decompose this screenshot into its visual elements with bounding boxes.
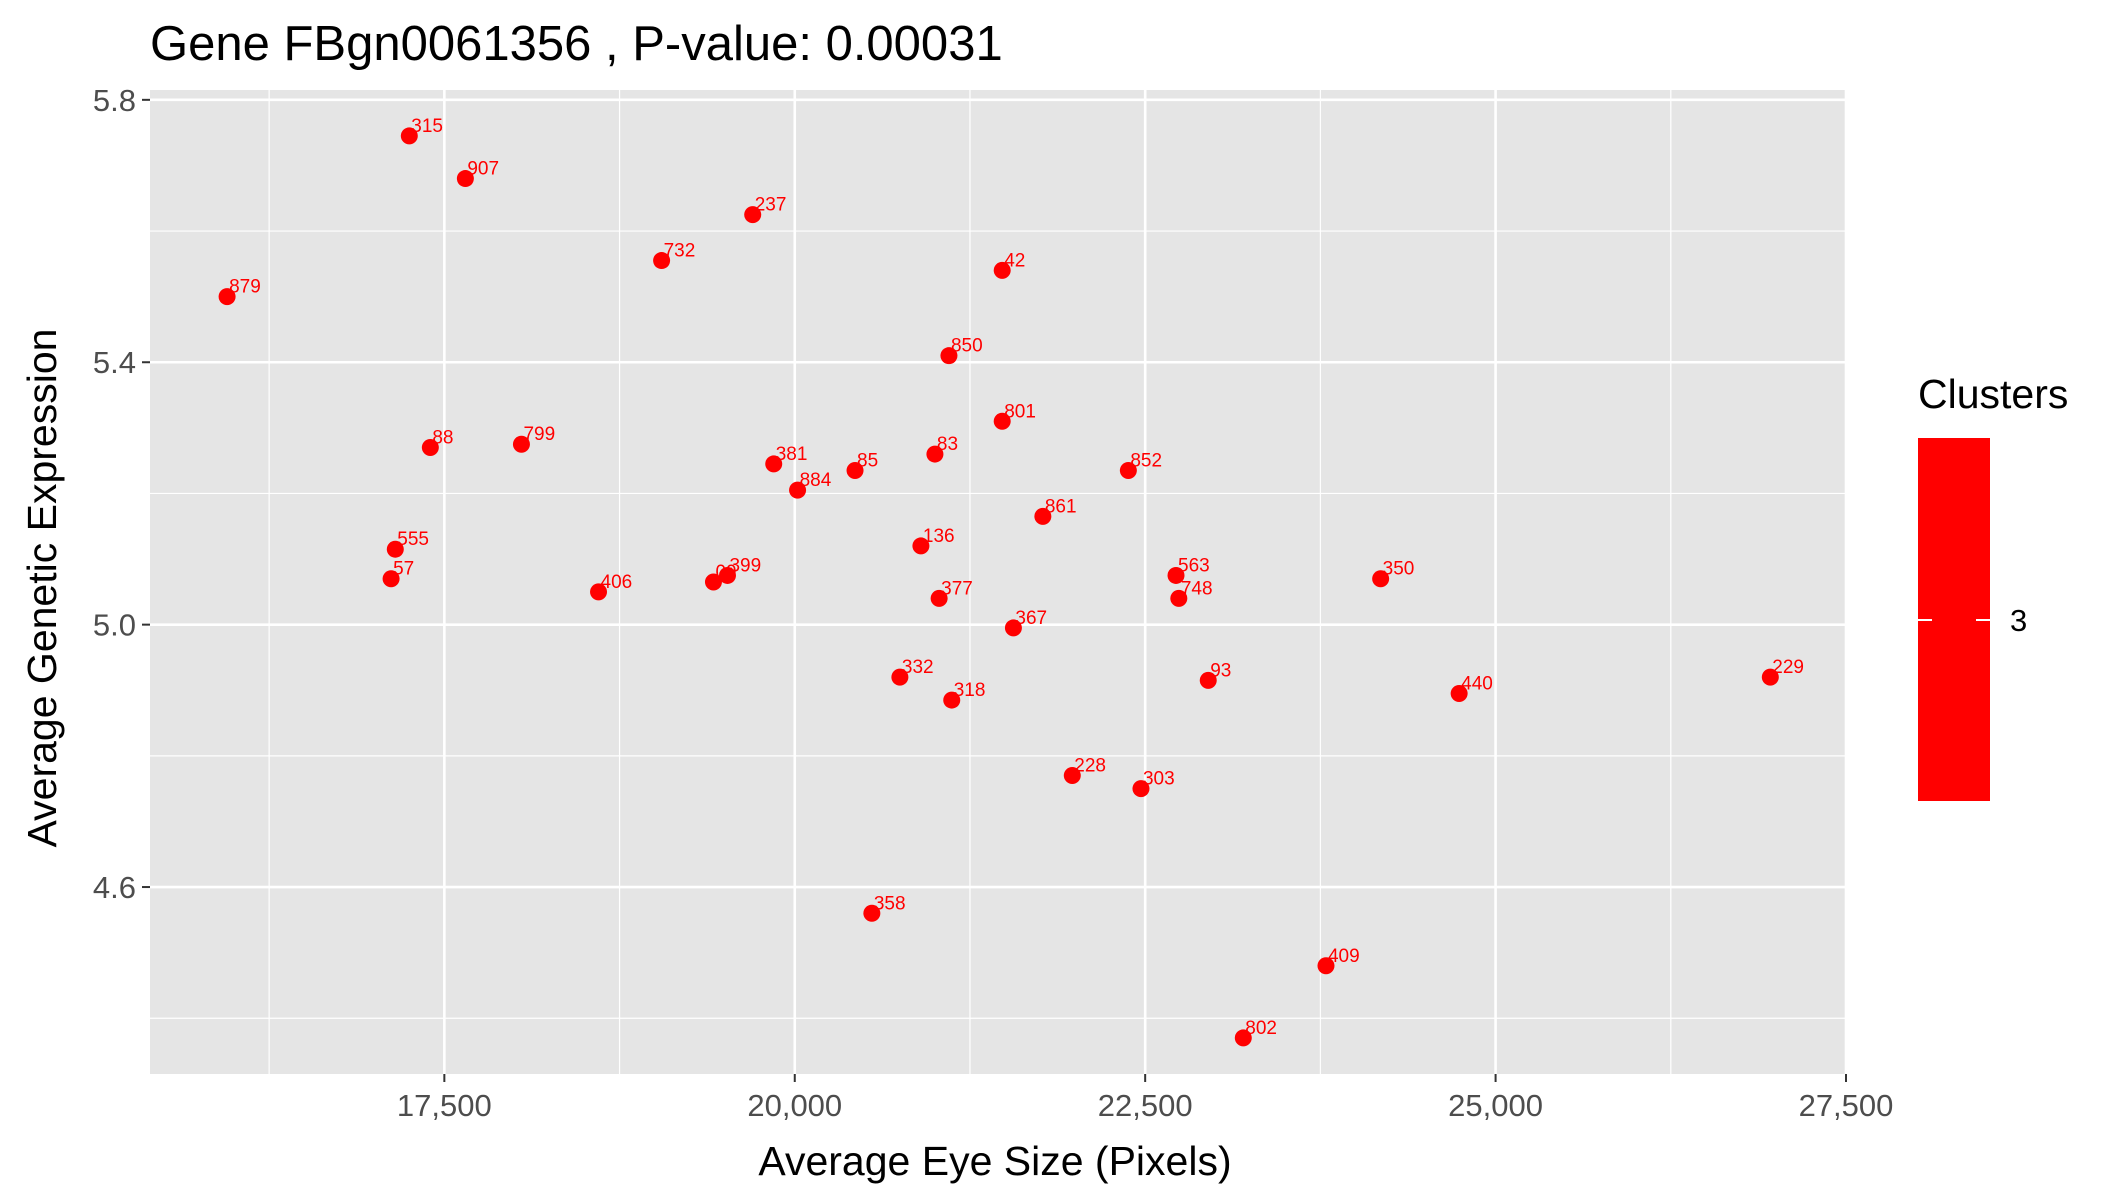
data-point — [590, 583, 608, 601]
data-point — [1004, 619, 1022, 637]
data-point-label: 367 — [1015, 608, 1047, 629]
data-point-label: 748 — [1181, 578, 1213, 599]
data-point — [891, 668, 909, 686]
data-point-label: 315 — [411, 116, 443, 137]
data-point — [718, 566, 736, 584]
data-points — [218, 127, 1779, 1047]
y-tick-label: 5.8 — [93, 83, 136, 118]
data-point-label: 802 — [1245, 1018, 1277, 1039]
data-point — [846, 461, 864, 479]
legend-label-3: 3 — [2010, 603, 2027, 638]
data-point-label: 377 — [941, 578, 973, 599]
legend-title: Clusters — [1918, 371, 2068, 417]
data-point-label: 381 — [776, 444, 808, 465]
data-point-label: 563 — [1178, 555, 1210, 576]
data-point — [512, 435, 530, 453]
data-point-label: 799 — [523, 424, 555, 445]
y-tick-label: 4.6 — [93, 870, 136, 905]
x-tick-label: 25,000 — [1448, 1088, 1543, 1123]
data-point-label: 88 — [432, 428, 453, 449]
data-point-label: 861 — [1045, 496, 1077, 517]
data-point-label: 399 — [729, 555, 761, 576]
data-point — [653, 252, 671, 270]
data-point-label: 93 — [1210, 660, 1231, 681]
data-point-label: 555 — [397, 529, 429, 550]
data-point — [1372, 570, 1390, 588]
data-point — [863, 904, 881, 922]
data-point-label: 907 — [467, 159, 499, 180]
data-point — [930, 589, 948, 607]
x-tick-label: 22,500 — [1098, 1088, 1193, 1123]
data-point — [1199, 671, 1217, 689]
data-point — [943, 691, 961, 709]
data-point-label: 83 — [937, 434, 958, 455]
data-point — [744, 206, 762, 224]
data-point — [218, 288, 236, 306]
data-point-label: 852 — [1130, 450, 1162, 471]
data-point-label: 303 — [1143, 769, 1175, 790]
data-point-label: 136 — [923, 526, 955, 547]
minor-gridlines — [150, 90, 1846, 1074]
x-axis-title: Average Eye Size (Pixels) — [758, 1138, 1231, 1184]
data-point — [912, 537, 930, 555]
data-point — [993, 412, 1011, 430]
data-point — [386, 540, 404, 558]
data-point-label: 358 — [874, 893, 906, 914]
data-point-label: 801 — [1004, 401, 1036, 422]
data-point-labels: 315 907 237 732 42 879 850 801 88 799 381 85 83 852 88… — [229, 116, 1804, 1039]
chart-title: Gene FBgn0061356 , P-value: 0.00031 — [150, 17, 1003, 71]
y-tick-label: 5.4 — [93, 345, 136, 380]
data-point — [1132, 780, 1150, 798]
data-point — [789, 481, 807, 499]
data-point-label: 318 — [954, 680, 986, 701]
data-point — [1119, 461, 1137, 479]
x-tick-label: 27,500 — [1799, 1088, 1894, 1123]
data-point-label: 850 — [951, 336, 983, 357]
data-point-label: 229 — [1772, 657, 1804, 678]
data-point-label: 879 — [229, 277, 261, 298]
data-point-label: 409 — [1328, 946, 1360, 967]
data-point — [1063, 767, 1081, 785]
data-point-label: 406 — [601, 572, 633, 593]
data-point-label: 440 — [1461, 674, 1493, 695]
major-gridlines — [150, 90, 1848, 1074]
data-point — [765, 455, 783, 473]
data-point — [456, 170, 474, 188]
data-point — [993, 261, 1011, 279]
data-point-label: 732 — [664, 241, 696, 262]
data-point-label: 57 — [393, 559, 414, 580]
y-tick-label: 5.0 — [93, 608, 136, 643]
plot-panel — [150, 90, 1846, 1074]
data-point-label: 332 — [902, 657, 934, 678]
data-point-label: 85 — [857, 450, 878, 471]
data-point-label: 228 — [1074, 756, 1106, 777]
data-point-label: 42 — [1004, 250, 1025, 271]
data-point — [704, 573, 722, 591]
data-point-label: 237 — [755, 195, 787, 216]
x-tick-label: 17,500 — [397, 1088, 492, 1123]
data-point — [1234, 1029, 1252, 1047]
data-point — [1761, 668, 1779, 686]
data-point-label: 884 — [800, 470, 832, 491]
data-point — [1034, 507, 1052, 525]
data-point — [421, 439, 439, 457]
data-point — [1167, 566, 1185, 584]
y-axis-tick-labels: 4.6 5.0 5.4 5.8 — [93, 83, 136, 905]
x-axis-tick-labels: 17,500 20,000 22,500 25,000 27,500 — [397, 1088, 1893, 1123]
legend: Clusters 3 — [1918, 371, 2068, 801]
data-point — [926, 445, 944, 463]
y-axis-title: Average Genetic Expression — [19, 329, 65, 848]
data-point-label: 350 — [1383, 559, 1415, 580]
data-point — [1317, 957, 1335, 975]
data-point — [400, 127, 418, 145]
data-point-label: 09 — [715, 562, 736, 583]
x-tick-label: 20,000 — [747, 1088, 842, 1123]
data-point — [1450, 685, 1468, 703]
data-point — [1170, 589, 1188, 607]
data-point — [940, 347, 958, 365]
data-point — [382, 570, 400, 588]
axis-ticks — [142, 98, 1847, 1082]
